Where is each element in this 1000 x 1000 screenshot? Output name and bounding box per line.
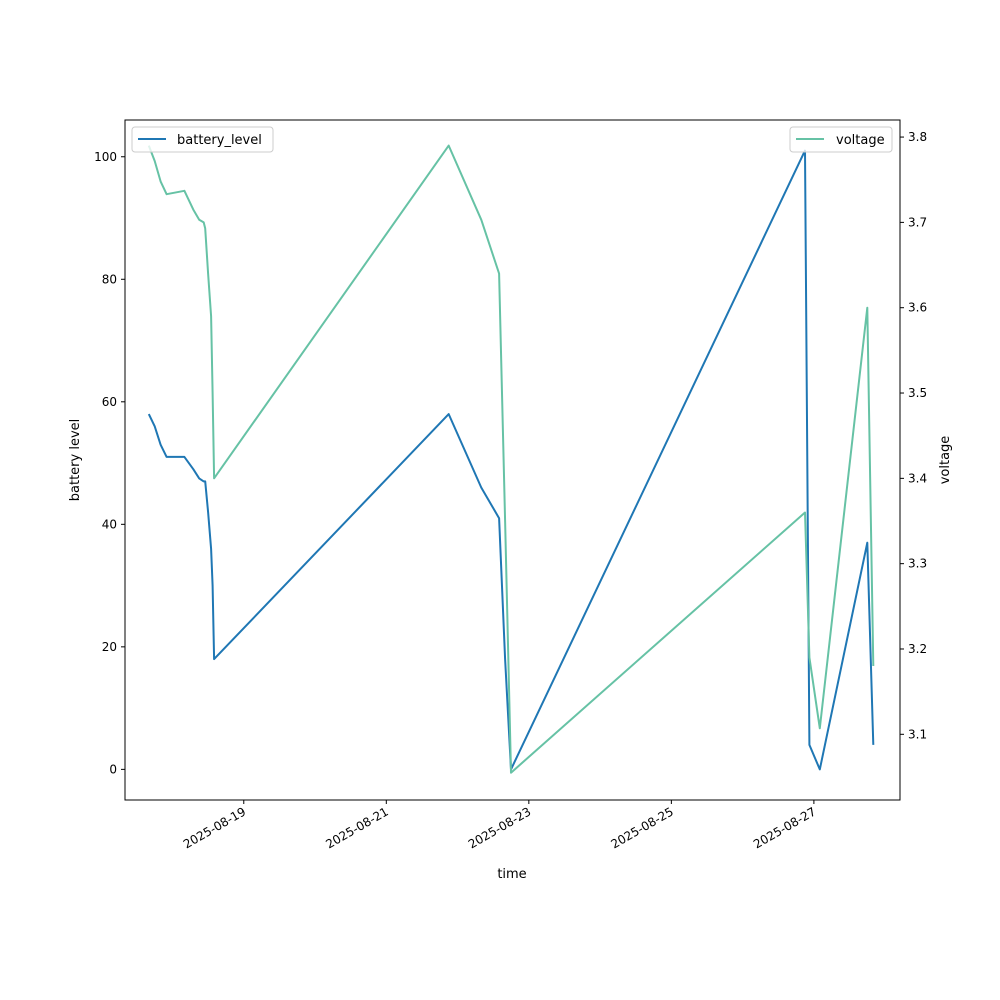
x-tick-label: 2025-08-19 [181,804,248,851]
y-right-tick-label: 3.1 [908,727,927,741]
y-right-tick-label: 3.8 [908,130,927,144]
legend-right-box [789,126,893,153]
series-line-voltage [147,144,875,774]
y-left-tick-label: 20 [102,640,117,654]
legend-left: battery_level [131,126,274,153]
x-axis-ticks: 2025-08-19 2025-08-21 2025-08-23 2025-08-25… [181,800,818,851]
y-left-tick-label: 40 [102,517,117,531]
series-line-battery-level [147,149,875,771]
y-right-axis-ticks: 3.1 3.2 3.3 3.4 3.5 3.6 3.7 3.8 [900,130,927,741]
y-right-tick-label: 3.3 [908,557,927,571]
y-right-tick-label: 3.5 [908,386,927,400]
y-left-tick-label: 0 [109,762,117,776]
y-left-tick-label: 100 [94,150,117,164]
legend-right-label: voltage [836,133,885,148]
legend-right: voltage [789,126,893,153]
x-tick-label: 2025-08-25 [608,804,675,851]
y-right-axis-label: voltage [938,436,953,485]
y-right-tick-label: 3.6 [908,301,927,315]
y-right-tick-label: 3.4 [908,471,927,485]
y-left-axis-label: battery level [68,419,83,502]
x-tick-label: 2025-08-21 [323,804,390,851]
y-left-axis-ticks: 0 20 40 60 80 100 [94,150,125,776]
y-right-tick-label: 3.2 [908,642,927,656]
x-tick-label: 2025-08-23 [466,804,533,851]
legend-left-box [131,126,274,153]
x-tick-label: 2025-08-27 [751,804,818,851]
x-axis-label: time [497,867,526,882]
y-left-tick-label: 80 [102,272,117,286]
plot-lines [147,144,875,774]
y-left-tick-label: 60 [102,395,117,409]
y-right-tick-label: 3.7 [908,215,927,229]
plot-frame [124,119,901,801]
legend-left-label: battery_level [177,133,262,148]
